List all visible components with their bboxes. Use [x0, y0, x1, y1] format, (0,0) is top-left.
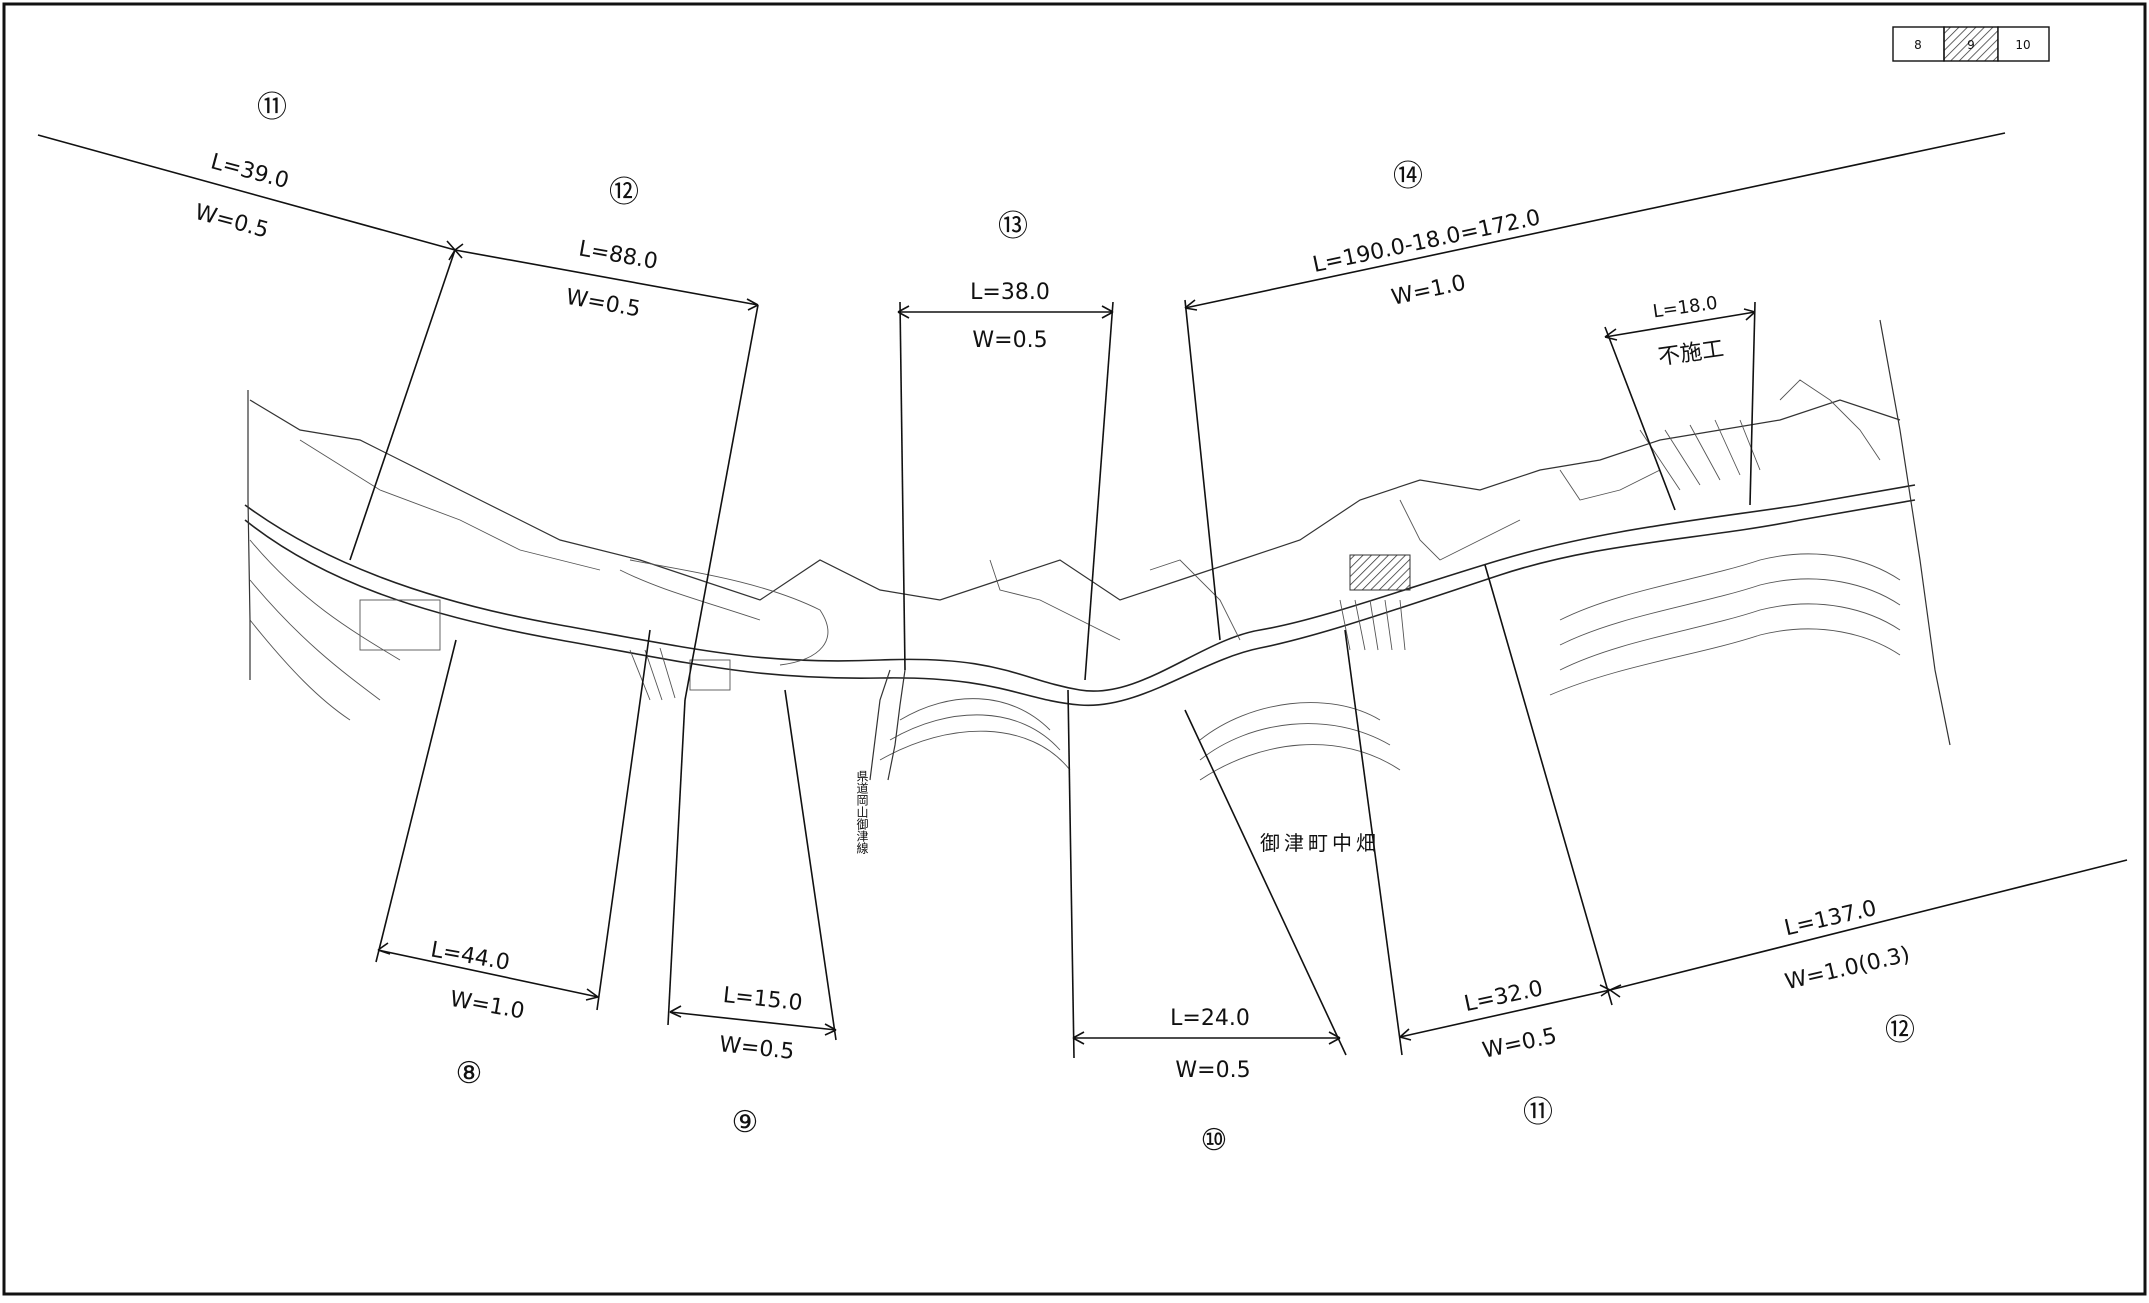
- dim-arrows-bottom: [1399, 984, 1622, 1041]
- dim-arrows-s9: [669, 1005, 837, 1036]
- contour-9: [1199, 744, 1401, 781]
- dim-line-s14: [1184, 132, 2006, 309]
- leader-14: [1344, 629, 1403, 1056]
- leader-4: [1084, 301, 1114, 681]
- contour-13: [1549, 628, 1901, 696]
- segment-length-s10: L=24.0: [1170, 1006, 1250, 1031]
- dim-arrow-2: [746, 298, 759, 311]
- dim-line-s8: [377, 949, 599, 998]
- segment-number-s11-top: ⑪: [257, 90, 287, 125]
- side-road-west: [869, 669, 891, 781]
- dimension-lines: [37, 132, 2128, 1059]
- leader-2: [684, 304, 759, 701]
- parcel-line-6: [1399, 499, 1521, 561]
- contour-10: [1559, 553, 1901, 621]
- dim-line-s12-bottom: [1609, 859, 2128, 991]
- leader-1: [349, 249, 456, 561]
- leader-13: [1184, 709, 1347, 1056]
- contour-4: [899, 698, 1051, 731]
- leader-9: [596, 629, 651, 1011]
- road-edge-north: [244, 484, 1916, 692]
- parcel-line-2: [619, 569, 761, 621]
- parcel-line-7: [1559, 469, 1661, 501]
- legend-label-9: 9: [1967, 38, 1975, 52]
- boundary-left: [247, 390, 251, 680]
- dim-line-s11-bottom: [1399, 989, 1611, 1038]
- boundary-upper: [249, 399, 1901, 601]
- leader-8: [375, 639, 457, 963]
- leader-11: [784, 689, 837, 1041]
- legend: 8 9 10: [1892, 26, 2050, 62]
- legend-cell-10: [1997, 26, 2050, 62]
- segment-number-s8: ⑧: [456, 1056, 483, 1091]
- legend-cell-9: [1943, 26, 1999, 62]
- base-map: [244, 319, 1951, 781]
- contour-8: [1199, 723, 1391, 761]
- leader-3: [899, 301, 906, 671]
- dim-arrows-s10: [1072, 1031, 1341, 1045]
- segment-length-s13: L=38.0: [970, 280, 1050, 305]
- segment-width-s13: W=0.5: [972, 328, 1047, 353]
- contour-1: [249, 539, 401, 661]
- boundary-right: [1879, 319, 1951, 746]
- dim-arrows-s13: [897, 305, 1114, 319]
- segment-number-s12-bottom: ⑫: [1885, 1013, 1915, 1048]
- segment-number-s9: ⑨: [732, 1105, 759, 1140]
- side-road-east: [887, 669, 906, 781]
- contour-7: [1199, 702, 1381, 741]
- slope-hatching: [629, 419, 1761, 701]
- segment-number-s13: ⑬: [998, 209, 1028, 244]
- road-label: 県道岡山御津線: [855, 770, 869, 854]
- segment-number-s12-top: ⑫: [609, 175, 639, 210]
- legend-label-8: 8: [1914, 38, 1922, 52]
- dim-arrow-1: [446, 240, 464, 261]
- building-2: [1349, 554, 1411, 591]
- parcel-line-3: [629, 559, 829, 666]
- contour-2: [249, 579, 381, 701]
- leader-7: [1749, 301, 1756, 506]
- legend-cell-8: [1892, 26, 1945, 62]
- segment-width-s10: W=0.5: [1175, 1058, 1250, 1083]
- building-1: [359, 599, 441, 651]
- road-edge-south: [244, 499, 1916, 707]
- contour-12: [1559, 603, 1901, 671]
- parcel-line-8: [1779, 379, 1881, 461]
- contour-5: [889, 714, 1061, 751]
- place-label: 御津町中畑: [1260, 831, 1380, 855]
- dim-line-s12-top: [454, 249, 759, 306]
- leader-15: [1484, 564, 1613, 1006]
- contour-11: [1559, 578, 1901, 646]
- segment-number-s10: ⑩: [1201, 1123, 1228, 1158]
- legend-label-10: 10: [2015, 38, 2030, 52]
- segment-number-s11-bottom: ⑪: [1523, 1095, 1553, 1130]
- dim-arrow-s14: [1184, 299, 1198, 311]
- contour-3: [249, 619, 351, 721]
- parcel-line-4: [989, 559, 1121, 641]
- dim-arrows-s8: [377, 942, 599, 1001]
- contour-6: [879, 730, 1071, 771]
- dim-arrows-excluded: [1604, 308, 1756, 341]
- segment-number-s14: ⑭: [1393, 159, 1423, 194]
- dim-line-s9: [669, 1011, 837, 1031]
- dim-line-s11-top: [37, 134, 456, 251]
- leader-12: [1067, 689, 1075, 1059]
- parcel-line-5: [1149, 559, 1241, 641]
- leader-5: [1184, 299, 1221, 641]
- leader-6: [1604, 326, 1676, 511]
- dim-line-excluded: [1604, 311, 1756, 338]
- leader-10: [667, 699, 686, 1026]
- parcel-line-1: [299, 439, 601, 571]
